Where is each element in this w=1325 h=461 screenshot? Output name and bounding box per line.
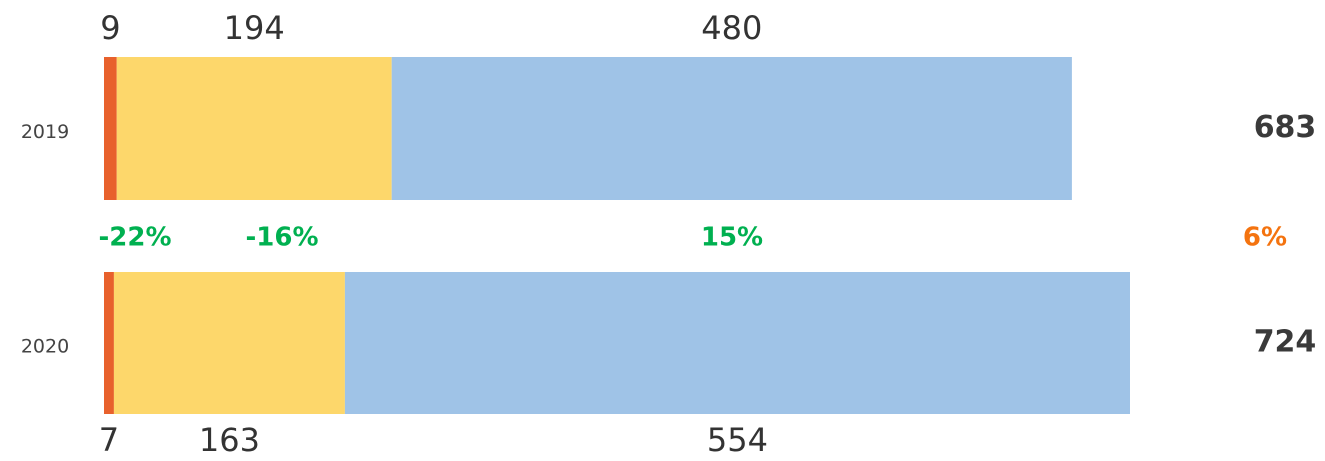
change-label: -22% [98, 223, 171, 253]
segment-label: 163 [199, 421, 260, 459]
bar-segment [113, 272, 345, 414]
segment-label: 480 [701, 9, 762, 47]
bar-segment [104, 272, 114, 414]
segment-label: 194 [224, 9, 285, 47]
segment-label: 554 [707, 421, 768, 459]
change-label: 15% [701, 223, 763, 253]
total-label: 724 [1254, 325, 1317, 360]
bar-segment [391, 57, 1072, 200]
bar-segment [116, 57, 392, 200]
change-label: -16% [245, 223, 318, 253]
category-label: 2020 [21, 336, 69, 358]
bar-segment [104, 57, 117, 200]
segment-label: 9 [100, 9, 120, 47]
category-label: 2019 [21, 121, 69, 143]
change-label: 6% [1243, 223, 1287, 253]
segment-label: 7 [99, 421, 119, 459]
bar-segment [344, 272, 1130, 414]
total-label: 683 [1254, 110, 1317, 145]
